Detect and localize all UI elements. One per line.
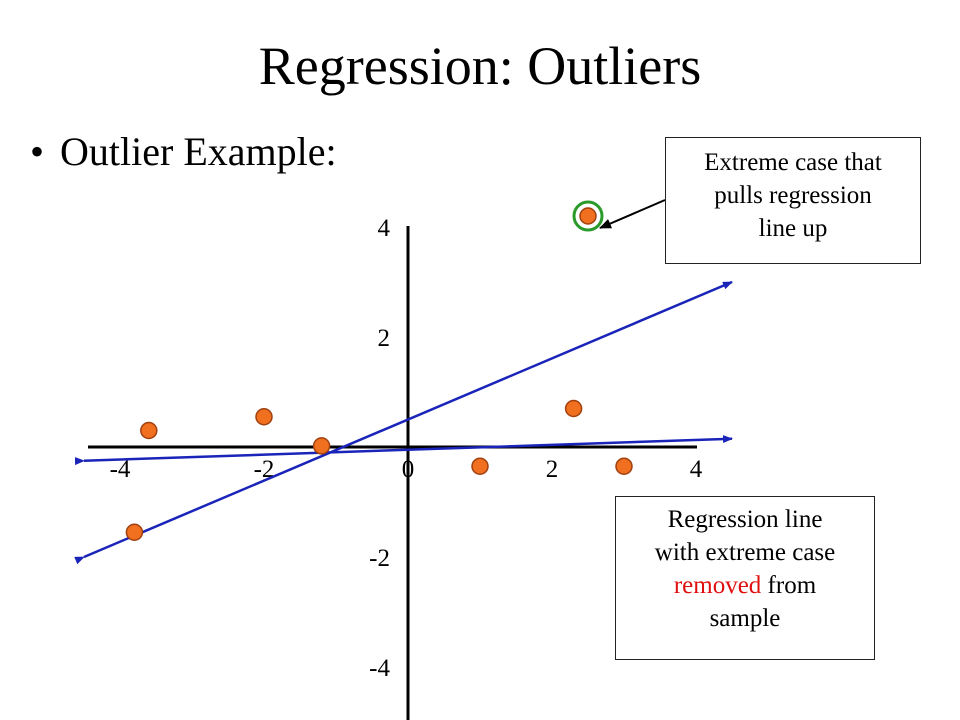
data-point bbox=[140, 421, 158, 440]
x-tick-label: -2 bbox=[254, 456, 275, 483]
data-point bbox=[255, 408, 273, 426]
data-point bbox=[471, 457, 489, 475]
outlier-callout: Extreme case that pulls regression line … bbox=[665, 137, 921, 264]
regression-callout-line: removed from bbox=[616, 569, 874, 602]
bullet-item: • Outlier Example: bbox=[30, 128, 337, 176]
y-tick-label: 2 bbox=[378, 325, 391, 352]
outlier-point bbox=[579, 207, 597, 225]
data-point bbox=[615, 457, 633, 475]
data-point bbox=[312, 437, 331, 455]
regression-callout-line: sample bbox=[709, 605, 781, 632]
outlier-callout-line: pulls regression bbox=[714, 182, 872, 209]
outlier-callout-line: Extreme case that bbox=[704, 149, 882, 176]
y-tick-label: -2 bbox=[369, 545, 390, 572]
bullet-dot: • bbox=[30, 129, 45, 174]
regression-callout-line: Regression line bbox=[667, 506, 823, 533]
removed-word: removed bbox=[673, 572, 762, 599]
callout-arrow bbox=[599, 199, 666, 229]
x-tick-label: 4 bbox=[690, 456, 703, 483]
y-tick-label: -4 bbox=[369, 655, 390, 682]
axes: -4 -2 0 2 442-2-4 bbox=[88, 215, 703, 720]
data-point bbox=[564, 399, 583, 418]
outlier-callout-line: line up bbox=[758, 215, 828, 242]
slide-title: Regression: Outliers bbox=[258, 36, 702, 96]
outlier-highlight-ring bbox=[572, 200, 604, 232]
data-point bbox=[125, 523, 144, 541]
bullet-text: Outlier Example: bbox=[60, 129, 337, 174]
regression-lines bbox=[74, 280, 733, 565]
regression-line bbox=[74, 435, 733, 466]
regression-callout-line: with extreme case bbox=[654, 539, 836, 566]
x-tick-label: 0 bbox=[402, 456, 415, 483]
from-word: from bbox=[761, 572, 817, 599]
regression-callout: Regression line with extreme case remove… bbox=[615, 496, 875, 660]
x-tick-label: 2 bbox=[546, 456, 559, 483]
data-points bbox=[125, 200, 633, 541]
regression-line bbox=[74, 280, 733, 565]
y-tick-label: 4 bbox=[378, 215, 391, 242]
